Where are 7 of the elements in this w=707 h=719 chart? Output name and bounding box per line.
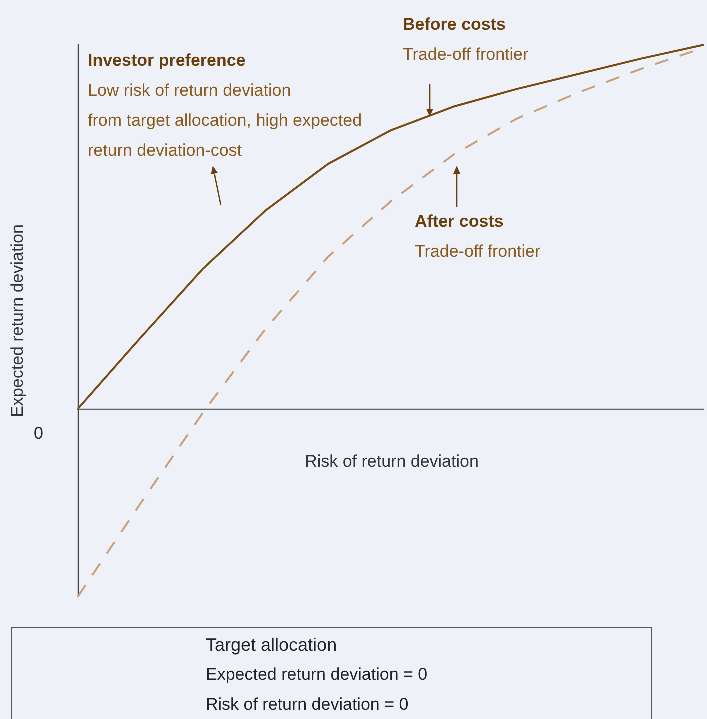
annotation: Before costs Trade-off frontier [403, 15, 530, 64]
annotation: After costs Trade-off frontier [415, 212, 542, 261]
x-axis-title: Risk of return deviation [305, 452, 479, 472]
text: Target allocation Expected return deviation = 0 Risk of return deviation = 0 [206, 635, 428, 714]
annotation: Investor preference Low risk of return deviation from target allocation, high expected return deviation-cost [88, 51, 362, 160]
text: 0 [34, 424, 44, 444]
y-axis-title: Expected return deviation [8, 224, 27, 418]
